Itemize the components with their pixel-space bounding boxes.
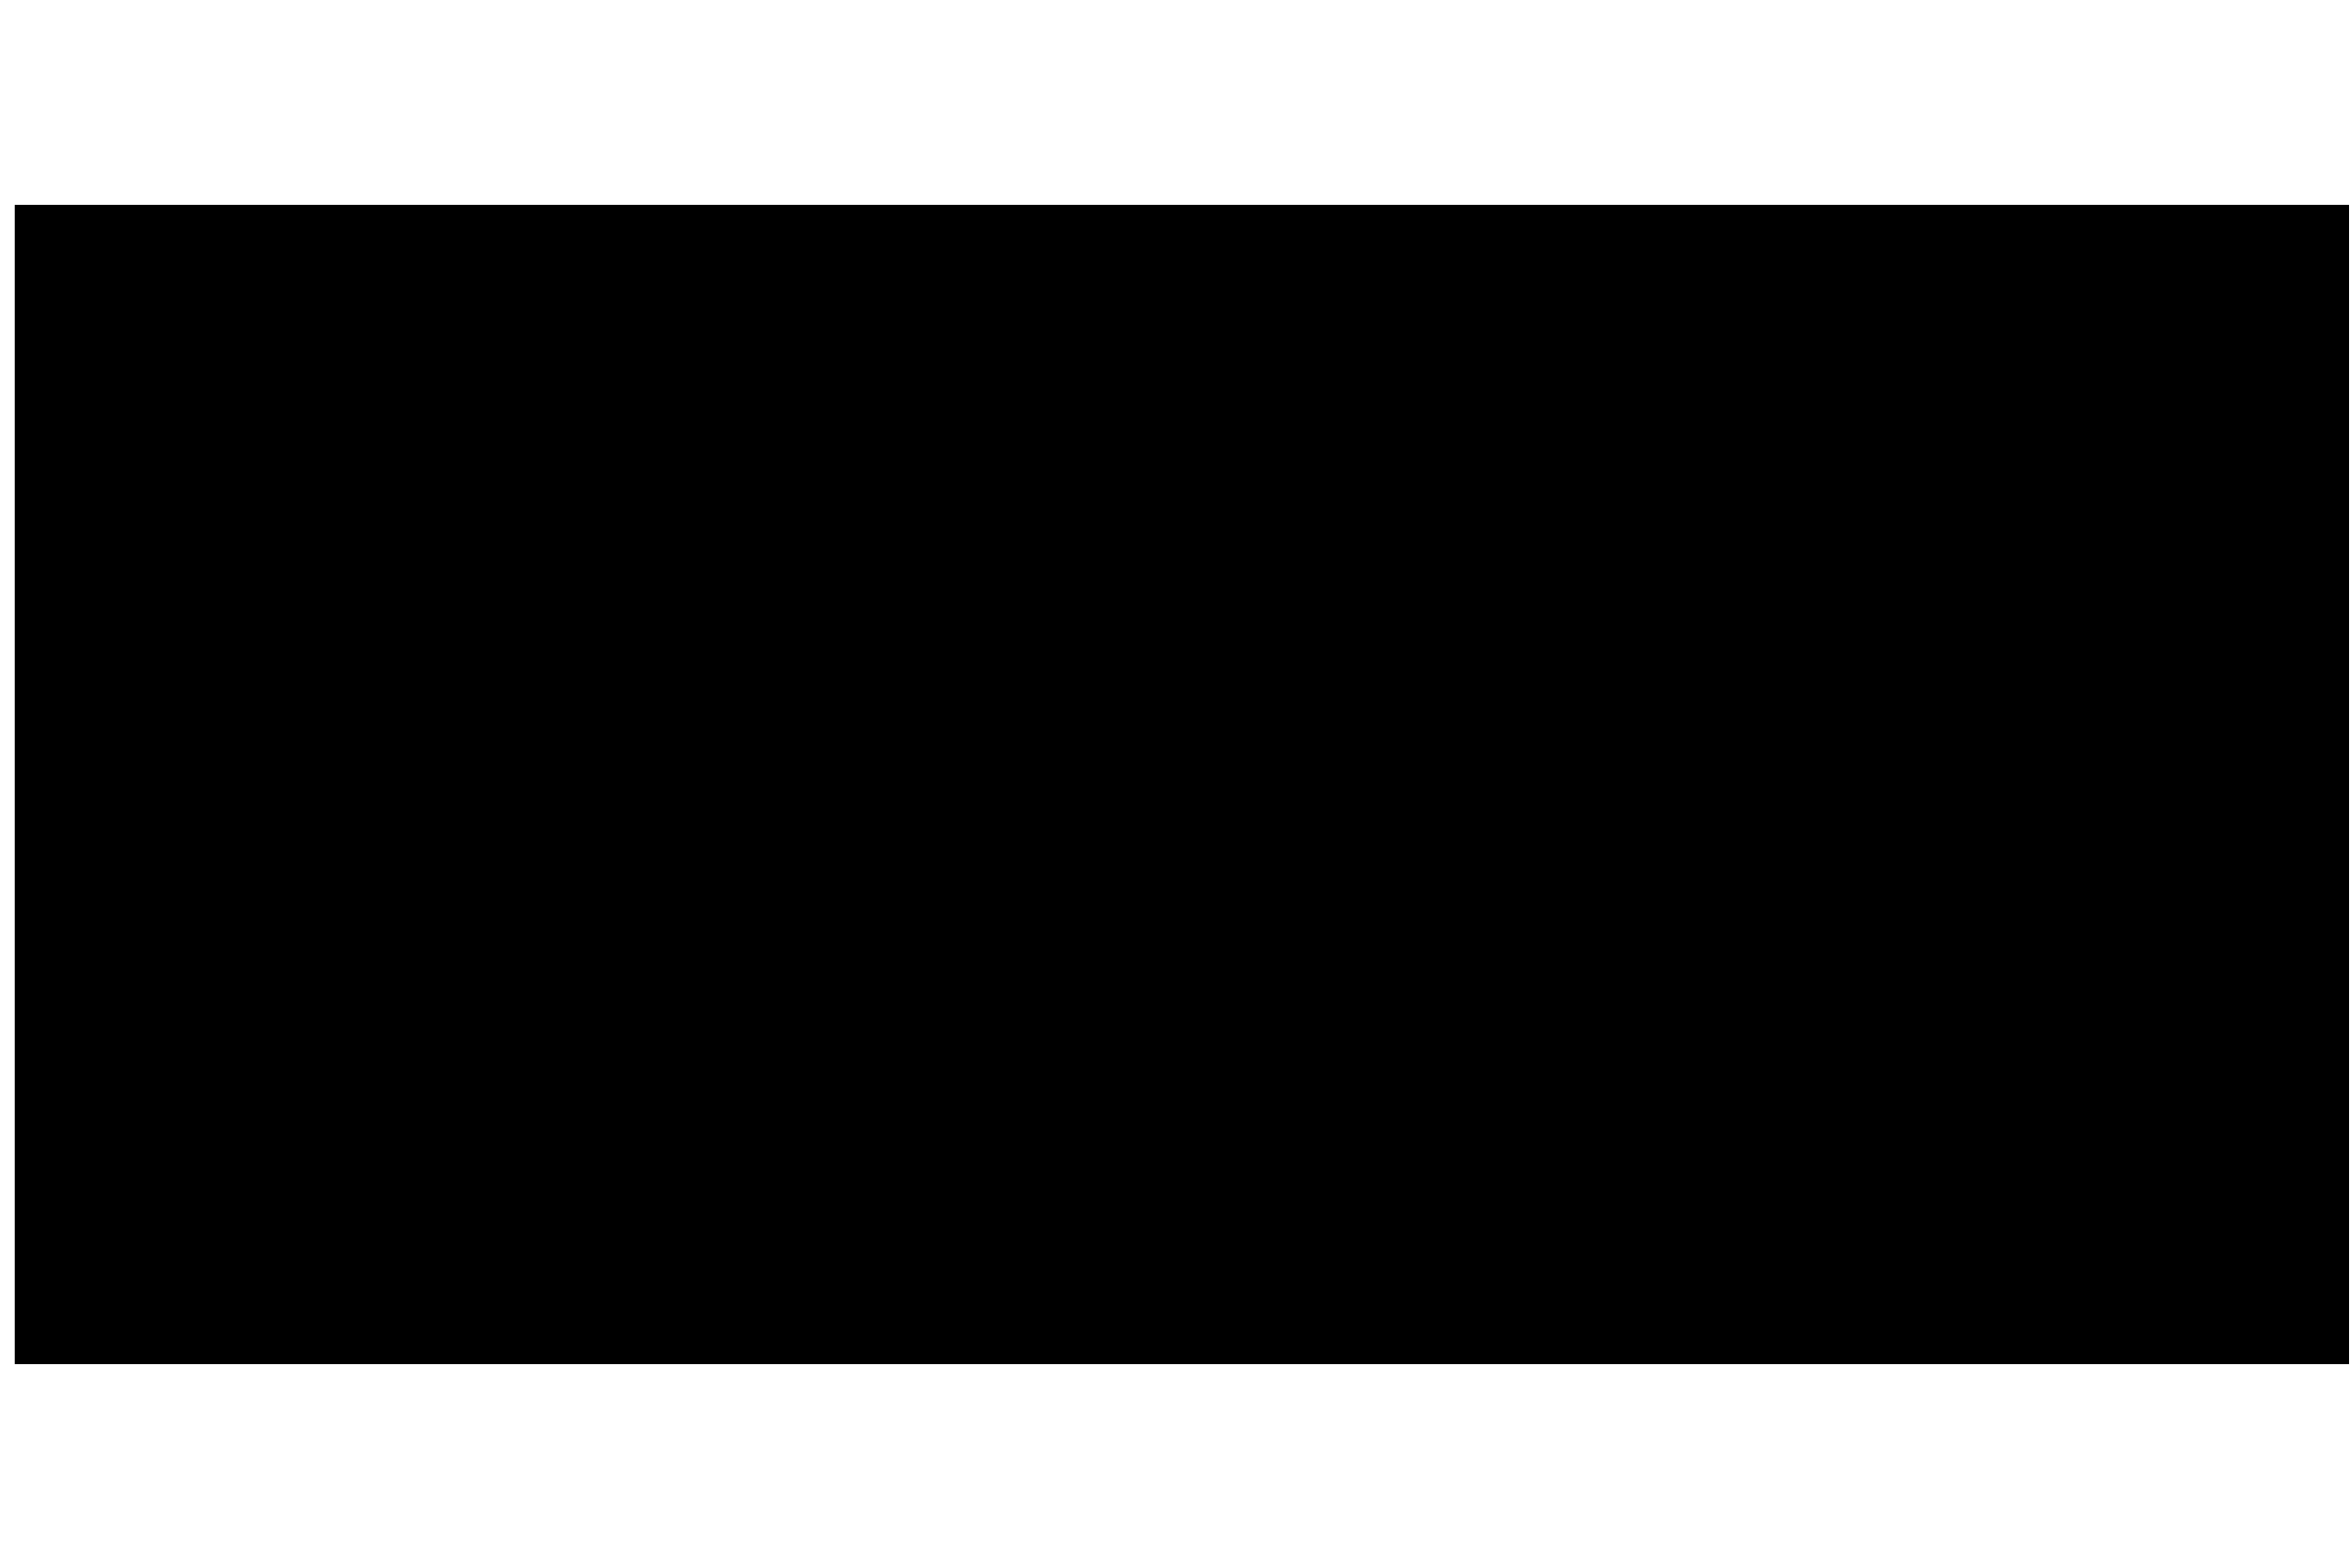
word-cloud	[15, 205, 2349, 1364]
word-cloud-panel	[15, 205, 2349, 1364]
